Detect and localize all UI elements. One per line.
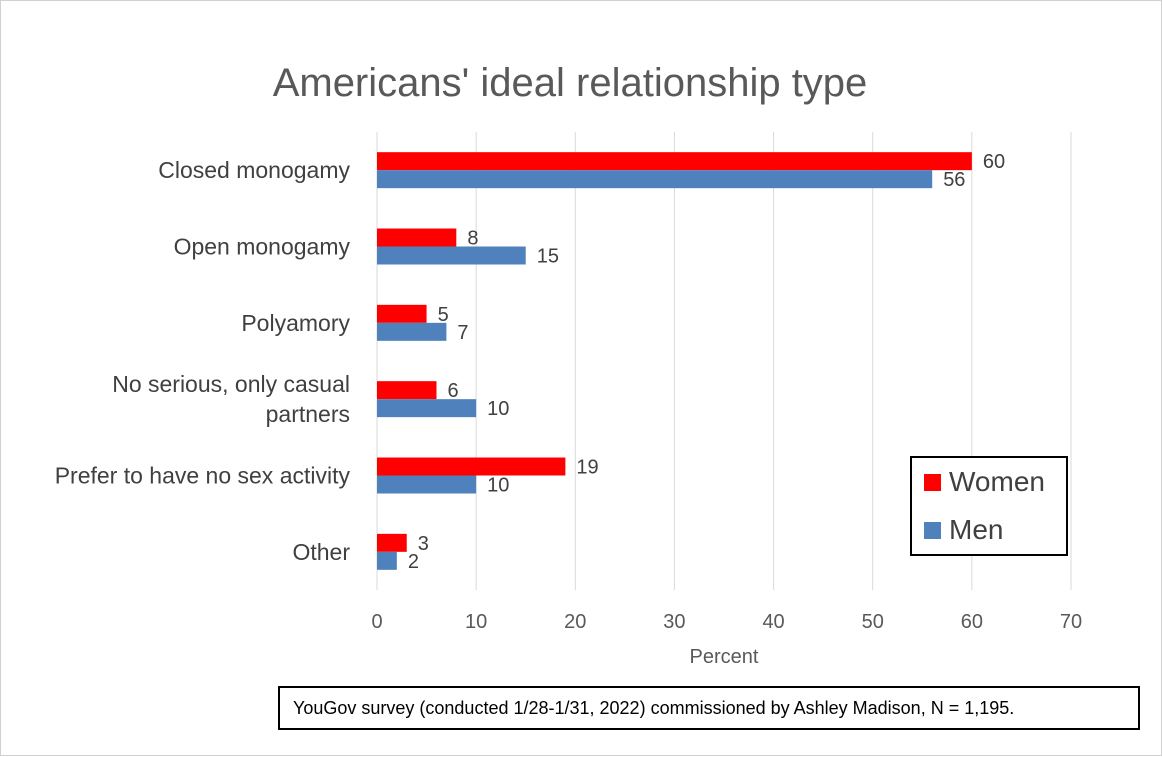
x-tick-label-40: 40 [762, 611, 784, 633]
category-labels: Closed monogamy Open monogamy Polyamory No … [55, 157, 351, 565]
bar-men-5 [377, 551, 397, 570]
x-tick-label-20: 20 [564, 611, 586, 633]
bars [377, 152, 972, 570]
data-label-men-2: 7 [457, 322, 468, 344]
legend-label-men: Men [949, 514, 1004, 545]
x-tick-label-0: 0 [371, 611, 382, 633]
category-label-0: Closed monogamy [158, 157, 350, 183]
bar-women-5 [377, 533, 407, 552]
legend-item-men: Men [924, 514, 1003, 546]
legend: Women Men [910, 456, 1068, 556]
data-label-women-2: 5 [438, 304, 449, 326]
bar-women-3 [377, 381, 437, 400]
data-label-men-4: 10 [487, 475, 509, 497]
category-label-5: Other [292, 539, 350, 565]
data-label-women-0: 60 [983, 151, 1005, 173]
data-label-men-5: 2 [408, 551, 419, 573]
bar-women-0 [377, 152, 972, 171]
category-label-4: Prefer to have no sex activity [55, 463, 351, 489]
legend-label-women: Women [949, 466, 1045, 497]
bar-women-1 [377, 228, 457, 247]
data-label-women-5: 3 [418, 533, 429, 555]
x-tick-labels: 0 10 20 30 40 50 60 70 [371, 611, 1082, 633]
bar-men-4 [377, 475, 477, 494]
bar-men-2 [377, 322, 447, 341]
category-label-2: Polyamory [241, 310, 350, 336]
data-label-men-0: 56 [943, 169, 965, 191]
bar-men-1 [377, 246, 526, 265]
source-note: YouGov survey (conducted 1/28-1/31, 2022… [278, 686, 1140, 730]
data-label-women-1: 8 [467, 228, 478, 250]
chart-title: Americans' ideal relationship type [273, 61, 868, 105]
x-tick-label-10: 10 [465, 611, 487, 633]
bar-women-2 [377, 304, 427, 323]
bar-men-0 [377, 170, 933, 189]
data-label-men-1: 15 [537, 246, 559, 268]
data-label-women-4: 19 [576, 457, 598, 479]
x-axis-title: Percent [690, 646, 759, 668]
legend-item-women: Women [924, 466, 1045, 498]
x-tick-label-30: 30 [663, 611, 685, 633]
category-label-1: Open monogamy [174, 234, 351, 260]
data-labels: 60 56 8 15 57 6 10 19 10 32 [408, 151, 1005, 573]
bar-women-4 [377, 457, 566, 476]
legend-swatch-women [924, 473, 941, 491]
x-tick-label-70: 70 [1060, 611, 1082, 633]
data-label-women-3: 6 [447, 380, 458, 402]
x-tick-label-60: 60 [961, 611, 983, 633]
bar-men-3 [377, 399, 477, 418]
gridlines [376, 132, 1072, 590]
x-tick-label-50: 50 [862, 611, 884, 633]
data-label-men-3: 10 [487, 398, 509, 420]
category-label-3: No serious, only casual partners [112, 371, 350, 427]
legend-swatch-men [924, 521, 941, 539]
